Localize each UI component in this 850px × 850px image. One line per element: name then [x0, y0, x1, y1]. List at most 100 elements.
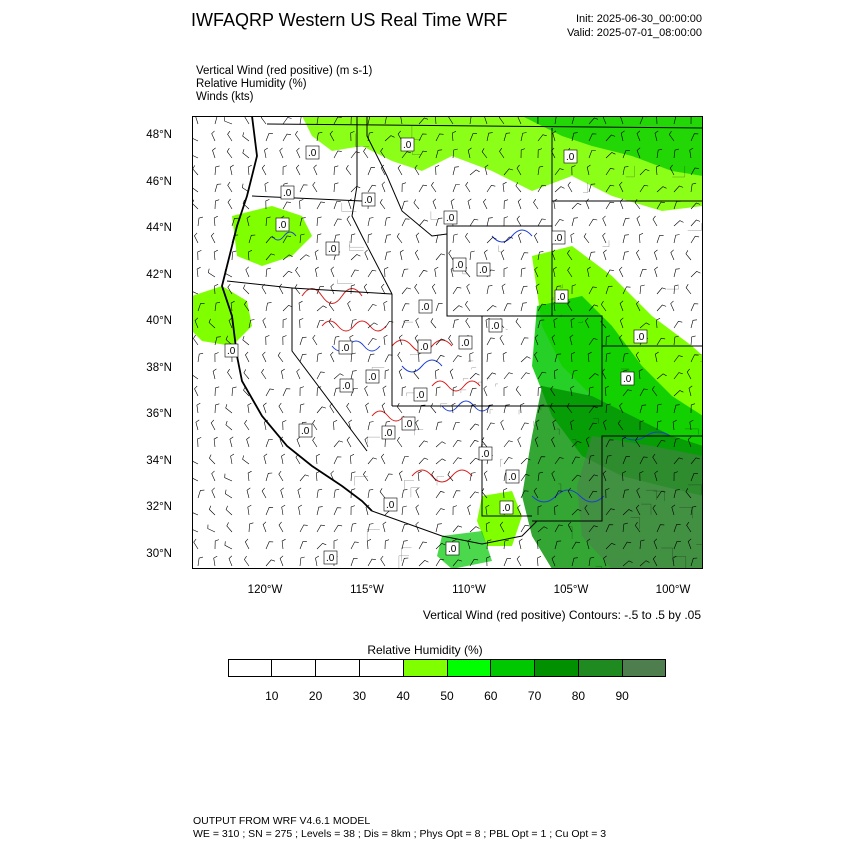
wind-barb — [605, 184, 615, 193]
wind-barb — [363, 283, 369, 295]
wind-barb — [520, 148, 526, 159]
colorbar-swatch — [623, 659, 667, 677]
wind-barb — [348, 419, 353, 431]
contour-label-box — [338, 340, 353, 355]
wind-barb — [227, 368, 233, 380]
contour-label-box — [551, 230, 566, 245]
county-line — [536, 116, 538, 125]
wind-barb — [265, 267, 271, 278]
wind-barb — [418, 440, 428, 448]
wind-barb — [401, 557, 409, 567]
wind-barb — [364, 249, 369, 261]
wind-barb — [348, 198, 352, 210]
wind-barb — [584, 504, 590, 516]
wind-barb — [401, 523, 409, 533]
wind-barb — [367, 353, 375, 363]
wind-barb — [214, 183, 222, 193]
wind-barb — [672, 419, 677, 431]
border-or-ca — [226, 280, 293, 289]
county-line — [341, 202, 357, 212]
wind-barb — [636, 147, 641, 159]
wind-barb — [534, 266, 539, 278]
wind-barb — [520, 337, 529, 346]
wind-barb — [333, 539, 338, 549]
contour-label-box — [325, 241, 340, 256]
contour-zero-label: .0 — [421, 302, 430, 313]
wind-barb — [227, 198, 233, 210]
wind-barb — [383, 300, 388, 312]
wind-barb — [636, 215, 641, 227]
wind-barb — [281, 538, 286, 550]
wind-barb — [224, 117, 233, 125]
wind-barb — [570, 352, 576, 363]
wind-barb — [600, 300, 607, 312]
wind-barb — [486, 184, 496, 193]
wind-barb — [244, 116, 250, 125]
contour-zero-label: .0 — [508, 472, 517, 483]
wind-barb — [636, 487, 641, 499]
wind-barb — [639, 456, 648, 465]
wind-barb — [586, 538, 591, 550]
wind-barb — [399, 470, 403, 482]
wind-barb — [418, 270, 428, 278]
wind-barb — [299, 199, 304, 210]
wind-barb — [214, 284, 219, 295]
wind-barb — [380, 164, 386, 176]
contour-zero-label: .0 — [328, 244, 337, 255]
contour-label-box — [361, 192, 376, 207]
wind-barb — [282, 201, 291, 210]
wind-barb — [260, 116, 267, 125]
wind-barb — [350, 269, 359, 278]
wind-barb — [537, 303, 547, 312]
county-line — [653, 490, 665, 501]
wind-barb — [653, 538, 658, 550]
wind-barb — [192, 154, 199, 159]
wind-barb — [227, 181, 233, 193]
wind-barb — [635, 351, 641, 363]
wind-barb — [399, 334, 403, 346]
wind-barb — [673, 284, 679, 295]
wind-barb — [401, 456, 409, 465]
wind-barb — [503, 236, 514, 244]
wind-barb — [448, 249, 454, 261]
wind-barb — [534, 334, 539, 346]
wind-barb — [228, 317, 233, 329]
downdraft-contour — [531, 489, 605, 503]
wind-barb — [452, 386, 458, 397]
wind-barb — [604, 385, 609, 397]
latitude-label: 48°N — [146, 129, 172, 141]
wind-barb — [350, 319, 357, 329]
wind-barb — [365, 402, 369, 414]
wind-barb — [588, 117, 599, 125]
wind-barb — [537, 556, 542, 567]
contour-zero-label: .0 — [623, 374, 632, 385]
colorbar-swatch — [491, 659, 536, 677]
wind-barb — [570, 232, 575, 244]
wind-barb — [229, 436, 234, 448]
county-line — [401, 547, 412, 562]
wind-barb — [197, 556, 203, 567]
wind-barb — [350, 151, 360, 159]
county-line — [460, 389, 467, 393]
wind-barb — [656, 304, 667, 312]
wind-barb — [588, 406, 598, 414]
wind-barb — [435, 543, 446, 550]
wind-barb — [210, 419, 216, 431]
wind-barb — [350, 558, 358, 567]
wind-barb — [194, 232, 199, 244]
wind-barb — [671, 504, 676, 516]
wind-barb — [367, 217, 374, 227]
wind-barb — [503, 216, 509, 227]
wind-barb — [281, 504, 286, 516]
county-line — [630, 517, 640, 529]
wind-barb — [296, 368, 301, 380]
wind-barb — [469, 387, 477, 397]
wind-barb — [350, 233, 356, 244]
wind-barb — [225, 335, 233, 346]
wind-barb — [639, 388, 648, 397]
wind-barb — [571, 440, 582, 448]
contour-zero-label: .0 — [384, 428, 393, 439]
wind-barb — [537, 319, 545, 329]
county-line — [679, 507, 693, 519]
wind-barb — [452, 355, 462, 363]
